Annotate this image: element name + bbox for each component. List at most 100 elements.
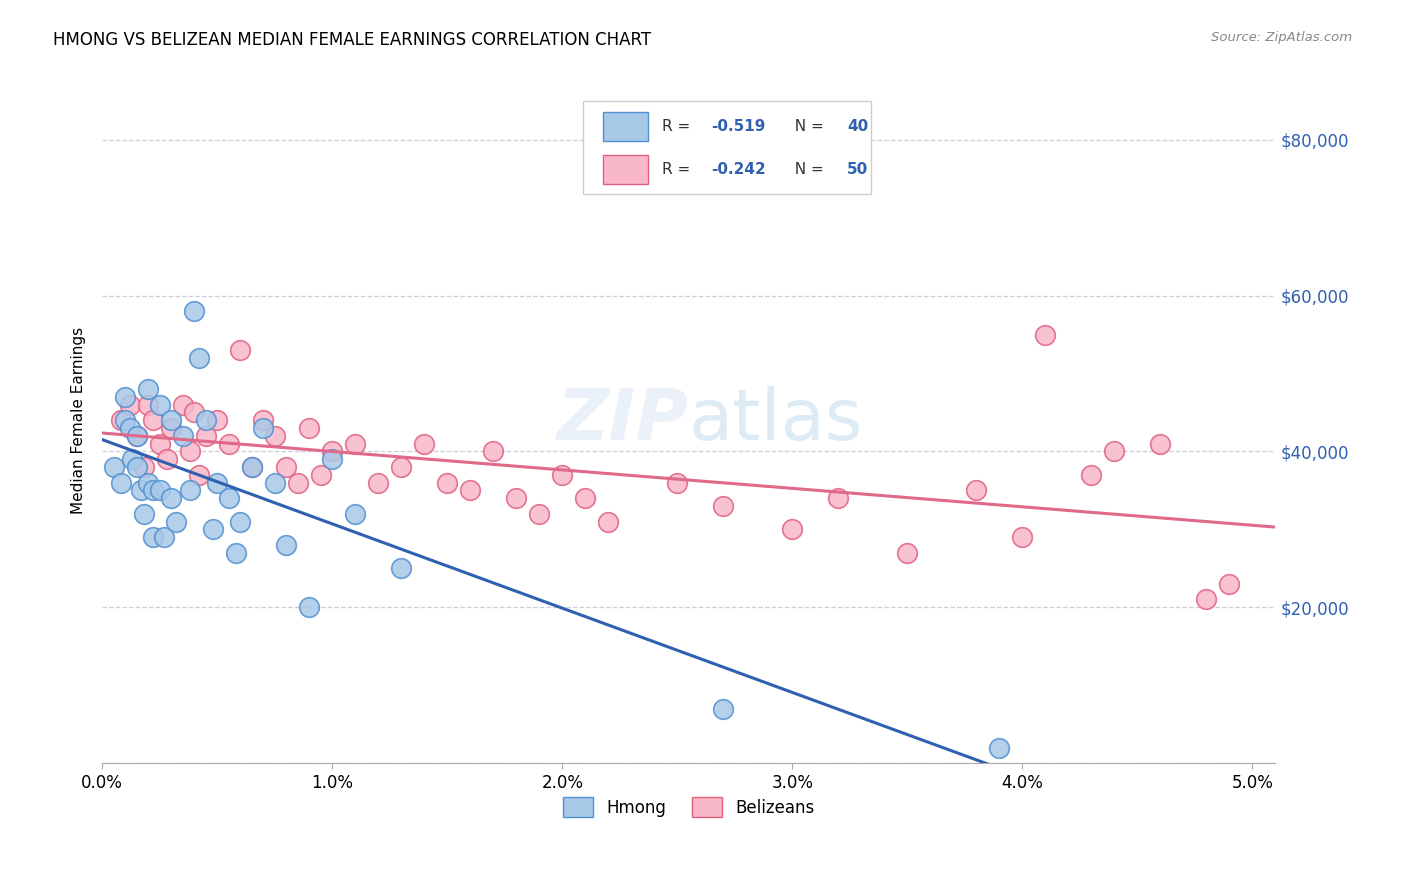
Point xyxy=(666,475,689,490)
Point xyxy=(125,429,148,443)
Point xyxy=(298,600,321,615)
Point xyxy=(142,413,165,427)
Point xyxy=(194,413,217,427)
Text: HMONG VS BELIZEAN MEDIAN FEMALE EARNINGS CORRELATION CHART: HMONG VS BELIZEAN MEDIAN FEMALE EARNINGS… xyxy=(53,31,651,49)
Point xyxy=(121,452,143,467)
Text: N =: N = xyxy=(785,119,828,134)
Point xyxy=(149,436,172,450)
Point xyxy=(153,530,176,544)
Point xyxy=(413,436,436,450)
Point xyxy=(436,475,458,490)
Point xyxy=(172,398,194,412)
Text: N =: N = xyxy=(785,161,828,177)
Point xyxy=(136,382,159,396)
Point xyxy=(160,491,183,506)
Point xyxy=(142,530,165,544)
Point xyxy=(711,499,734,513)
Point xyxy=(287,475,309,490)
Point xyxy=(205,475,228,490)
Point xyxy=(1104,444,1126,458)
Text: -0.519: -0.519 xyxy=(711,119,765,134)
Point xyxy=(142,483,165,498)
Point xyxy=(125,460,148,475)
Point xyxy=(1149,436,1171,450)
Point xyxy=(229,515,252,529)
Point xyxy=(782,522,804,536)
Point xyxy=(194,429,217,443)
Point xyxy=(179,483,201,498)
Point xyxy=(240,460,263,475)
Point xyxy=(201,522,224,536)
Point xyxy=(1195,592,1218,607)
Point xyxy=(321,452,343,467)
Point xyxy=(114,390,136,404)
Point xyxy=(965,483,987,498)
Point xyxy=(1218,577,1240,591)
Point xyxy=(131,483,153,498)
Text: 50: 50 xyxy=(848,161,869,177)
Text: R =: R = xyxy=(662,161,695,177)
Bar xyxy=(603,112,648,141)
Point xyxy=(149,483,172,498)
Point xyxy=(321,444,343,458)
Point xyxy=(1033,327,1056,342)
Point xyxy=(458,483,481,498)
Point xyxy=(160,413,183,427)
Point xyxy=(309,467,332,482)
Text: R =: R = xyxy=(662,119,695,134)
Point xyxy=(183,304,205,318)
Point xyxy=(110,413,132,427)
Point xyxy=(156,452,179,467)
Point xyxy=(276,538,298,552)
Point xyxy=(125,429,148,443)
Point xyxy=(1080,467,1102,482)
Point xyxy=(165,515,187,529)
Point xyxy=(149,398,172,412)
Point xyxy=(896,546,918,560)
Point xyxy=(240,460,263,475)
Bar xyxy=(603,154,648,184)
Point xyxy=(187,467,209,482)
Point xyxy=(252,421,274,435)
Point xyxy=(132,507,155,521)
Point xyxy=(205,413,228,427)
Point xyxy=(988,740,1011,755)
Point xyxy=(114,413,136,427)
FancyBboxPatch shape xyxy=(583,102,870,194)
Point xyxy=(160,421,183,435)
Point xyxy=(711,701,734,715)
Point xyxy=(110,475,132,490)
Point xyxy=(218,436,240,450)
Text: ZIP: ZIP xyxy=(557,385,689,455)
Point xyxy=(505,491,527,506)
Point xyxy=(103,460,125,475)
Point xyxy=(183,405,205,419)
Text: atlas: atlas xyxy=(689,385,863,455)
Text: 40: 40 xyxy=(848,119,869,134)
Point xyxy=(367,475,389,490)
Point xyxy=(172,429,194,443)
Point xyxy=(136,475,159,490)
Point xyxy=(1011,530,1033,544)
Text: -0.242: -0.242 xyxy=(711,161,766,177)
Point xyxy=(598,515,620,529)
Point xyxy=(389,460,412,475)
Point xyxy=(229,343,252,358)
Point xyxy=(132,460,155,475)
Point xyxy=(136,398,159,412)
Point xyxy=(574,491,596,506)
Point xyxy=(118,421,141,435)
Point xyxy=(389,561,412,575)
Point xyxy=(218,491,240,506)
Point xyxy=(482,444,505,458)
Point xyxy=(179,444,201,458)
Point xyxy=(118,398,141,412)
Legend: Hmong, Belizeans: Hmong, Belizeans xyxy=(557,791,821,823)
Point xyxy=(827,491,849,506)
Point xyxy=(344,436,367,450)
Point xyxy=(263,475,285,490)
Point xyxy=(298,421,321,435)
Point xyxy=(263,429,285,443)
Point xyxy=(529,507,551,521)
Y-axis label: Median Female Earnings: Median Female Earnings xyxy=(72,326,86,514)
